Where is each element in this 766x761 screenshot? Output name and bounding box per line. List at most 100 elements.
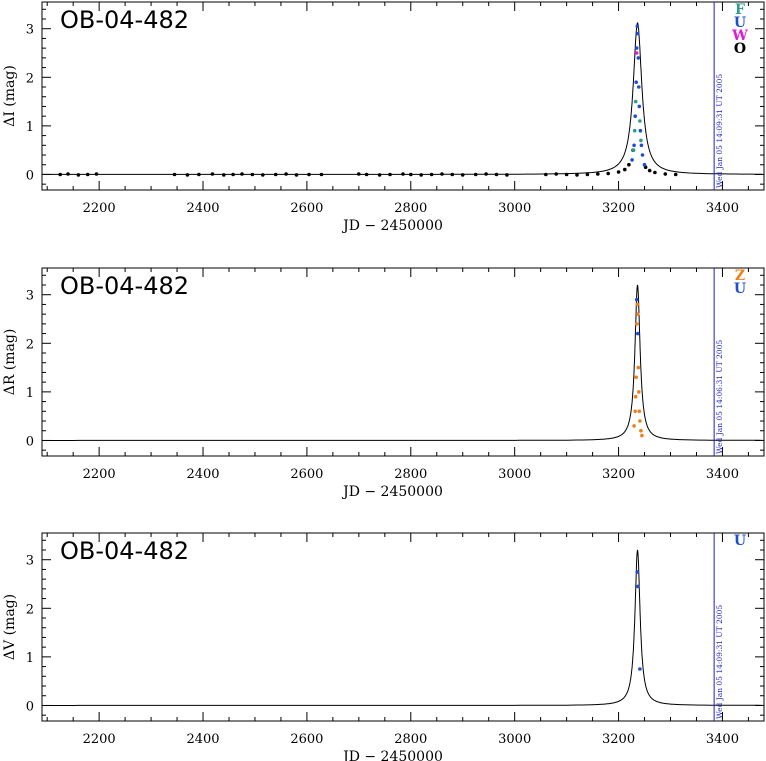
data-point-O bbox=[596, 172, 600, 176]
x-tick-label: 2400 bbox=[186, 467, 219, 482]
data-point-F bbox=[631, 148, 636, 152]
model-curve bbox=[42, 284, 763, 441]
plot-frame bbox=[41, 1, 765, 191]
y-tick-label: 1 bbox=[26, 386, 34, 401]
x-tick-label: 2800 bbox=[394, 732, 427, 747]
chart-panel-3: 2200 2400 2600 2800 3000 3200 3400 0 1 2 3 Wed Jan … bbox=[2, 532, 765, 761]
data-point-U bbox=[638, 128, 643, 133]
data-point-O bbox=[172, 172, 177, 177]
y-tick-label: 2 bbox=[26, 337, 34, 352]
x-axis-label: JD − 2450000 bbox=[341, 749, 443, 761]
x-tick-label: 3000 bbox=[498, 201, 531, 216]
x-tick-label: 3200 bbox=[602, 467, 635, 482]
data-point-U bbox=[637, 85, 641, 89]
panel-title: OB-04-482 bbox=[60, 272, 189, 300]
data-point-O bbox=[66, 172, 70, 176]
legend-entry-U: U bbox=[734, 533, 746, 549]
x-tick-label: 2200 bbox=[83, 201, 116, 216]
data-point-Z bbox=[639, 428, 643, 433]
y-axis-label: ΔV (mag) bbox=[2, 594, 18, 660]
date-stamp: Wed Jan 05 14:06:31 UT 2005 bbox=[715, 340, 724, 454]
data-point-U bbox=[636, 584, 640, 589]
y-tick-label: 1 bbox=[26, 120, 34, 135]
data-point-U bbox=[633, 114, 637, 118]
data-point-O bbox=[294, 173, 299, 177]
data-point-O bbox=[544, 172, 548, 177]
data-point-O bbox=[673, 172, 678, 177]
data-point-O bbox=[58, 172, 62, 177]
y-tick-label: 0 bbox=[26, 168, 34, 183]
data-point-U bbox=[636, 331, 640, 336]
data-point-O bbox=[663, 172, 668, 176]
x-tick-label: 3200 bbox=[602, 732, 635, 747]
legend-entry-U: U bbox=[734, 15, 746, 31]
data-point-Z bbox=[634, 322, 639, 326]
data-point-U bbox=[634, 80, 638, 84]
data-point-O bbox=[473, 172, 478, 177]
data-point-O bbox=[653, 170, 657, 175]
y-tick-label: 2 bbox=[26, 602, 34, 617]
y-axis-label: ΔI (mag) bbox=[2, 65, 18, 127]
x-tick-label: 3000 bbox=[498, 467, 531, 482]
x-axis-label: JD − 2450000 bbox=[341, 218, 443, 234]
data-point-F bbox=[633, 99, 638, 104]
x-tick-label: 2600 bbox=[290, 201, 323, 216]
y-tick-label: 2 bbox=[26, 71, 34, 86]
data-point-U bbox=[638, 667, 642, 671]
data-point-Z bbox=[632, 424, 636, 428]
data-point-U bbox=[634, 46, 639, 50]
legend-entry-U: U bbox=[734, 281, 746, 297]
x-tick-label: 2800 bbox=[394, 201, 427, 216]
data-point-O bbox=[273, 172, 278, 177]
data-point-W bbox=[634, 51, 639, 55]
date-stamp: Wed Jan 05 14:09:31 UT 2005 bbox=[715, 74, 724, 188]
data-point-Z bbox=[634, 375, 638, 380]
panel-title: OB-04-482 bbox=[60, 6, 189, 34]
data-point-U bbox=[640, 153, 645, 157]
data-point-O bbox=[250, 172, 255, 177]
data-point-O bbox=[616, 170, 621, 174]
date-stamp: Wed Jan 05 14:09:31 UT 2005 bbox=[715, 605, 724, 719]
x-tick-label: 3000 bbox=[498, 732, 531, 747]
data-point-O bbox=[94, 172, 99, 176]
chart-panel-2: 2200 2400 2600 2800 3000 3200 3400 0 1 2 3 Wed Jan … bbox=[2, 267, 765, 500]
data-point-O bbox=[401, 172, 405, 176]
data-point-O bbox=[377, 173, 382, 177]
data-point-U bbox=[642, 162, 647, 167]
data-point-O bbox=[210, 172, 215, 176]
data-point-O bbox=[627, 162, 631, 167]
data-point-O bbox=[197, 172, 201, 177]
data-point-O bbox=[450, 172, 455, 177]
data-point-O bbox=[429, 172, 434, 177]
data-point-O bbox=[419, 173, 424, 177]
data-point-O bbox=[231, 172, 235, 177]
data-point-O bbox=[222, 173, 226, 177]
legend-entry-W: W bbox=[731, 28, 748, 44]
y-tick-label: 3 bbox=[26, 289, 34, 304]
x-tick-label: 3400 bbox=[706, 201, 739, 216]
y-tick-label: 0 bbox=[26, 434, 34, 449]
chart-panel-1: 2200 2400 2600 2800 3000 3200 3400 0 1 2 3 Wed Jan … bbox=[2, 1, 765, 234]
plot-frame bbox=[41, 267, 765, 457]
data-point-O bbox=[554, 172, 558, 176]
data-point-U bbox=[635, 570, 640, 574]
data-point-Z bbox=[636, 312, 640, 316]
data-point-U bbox=[635, 24, 640, 29]
data-point-Z bbox=[633, 409, 637, 414]
data-point-O bbox=[76, 173, 81, 177]
data-point-Z bbox=[635, 302, 640, 307]
x-axis-label: JD − 2450000 bbox=[341, 484, 443, 500]
x-tick-label: 2200 bbox=[83, 732, 116, 747]
data-point-U bbox=[634, 297, 639, 302]
data-point-Z bbox=[640, 433, 644, 438]
y-axis-label: ΔR (mag) bbox=[2, 329, 18, 396]
x-tick-label: 3400 bbox=[706, 467, 739, 482]
data-point-U bbox=[639, 143, 644, 148]
x-tick-label: 2600 bbox=[290, 467, 323, 482]
x-tick-label: 3400 bbox=[706, 732, 739, 747]
data-point-U bbox=[637, 104, 642, 109]
x-tick-label: 2400 bbox=[186, 201, 219, 216]
data-point-O bbox=[606, 171, 610, 176]
data-point-Z bbox=[638, 419, 642, 423]
panel-title: OB-04-482 bbox=[60, 537, 189, 565]
